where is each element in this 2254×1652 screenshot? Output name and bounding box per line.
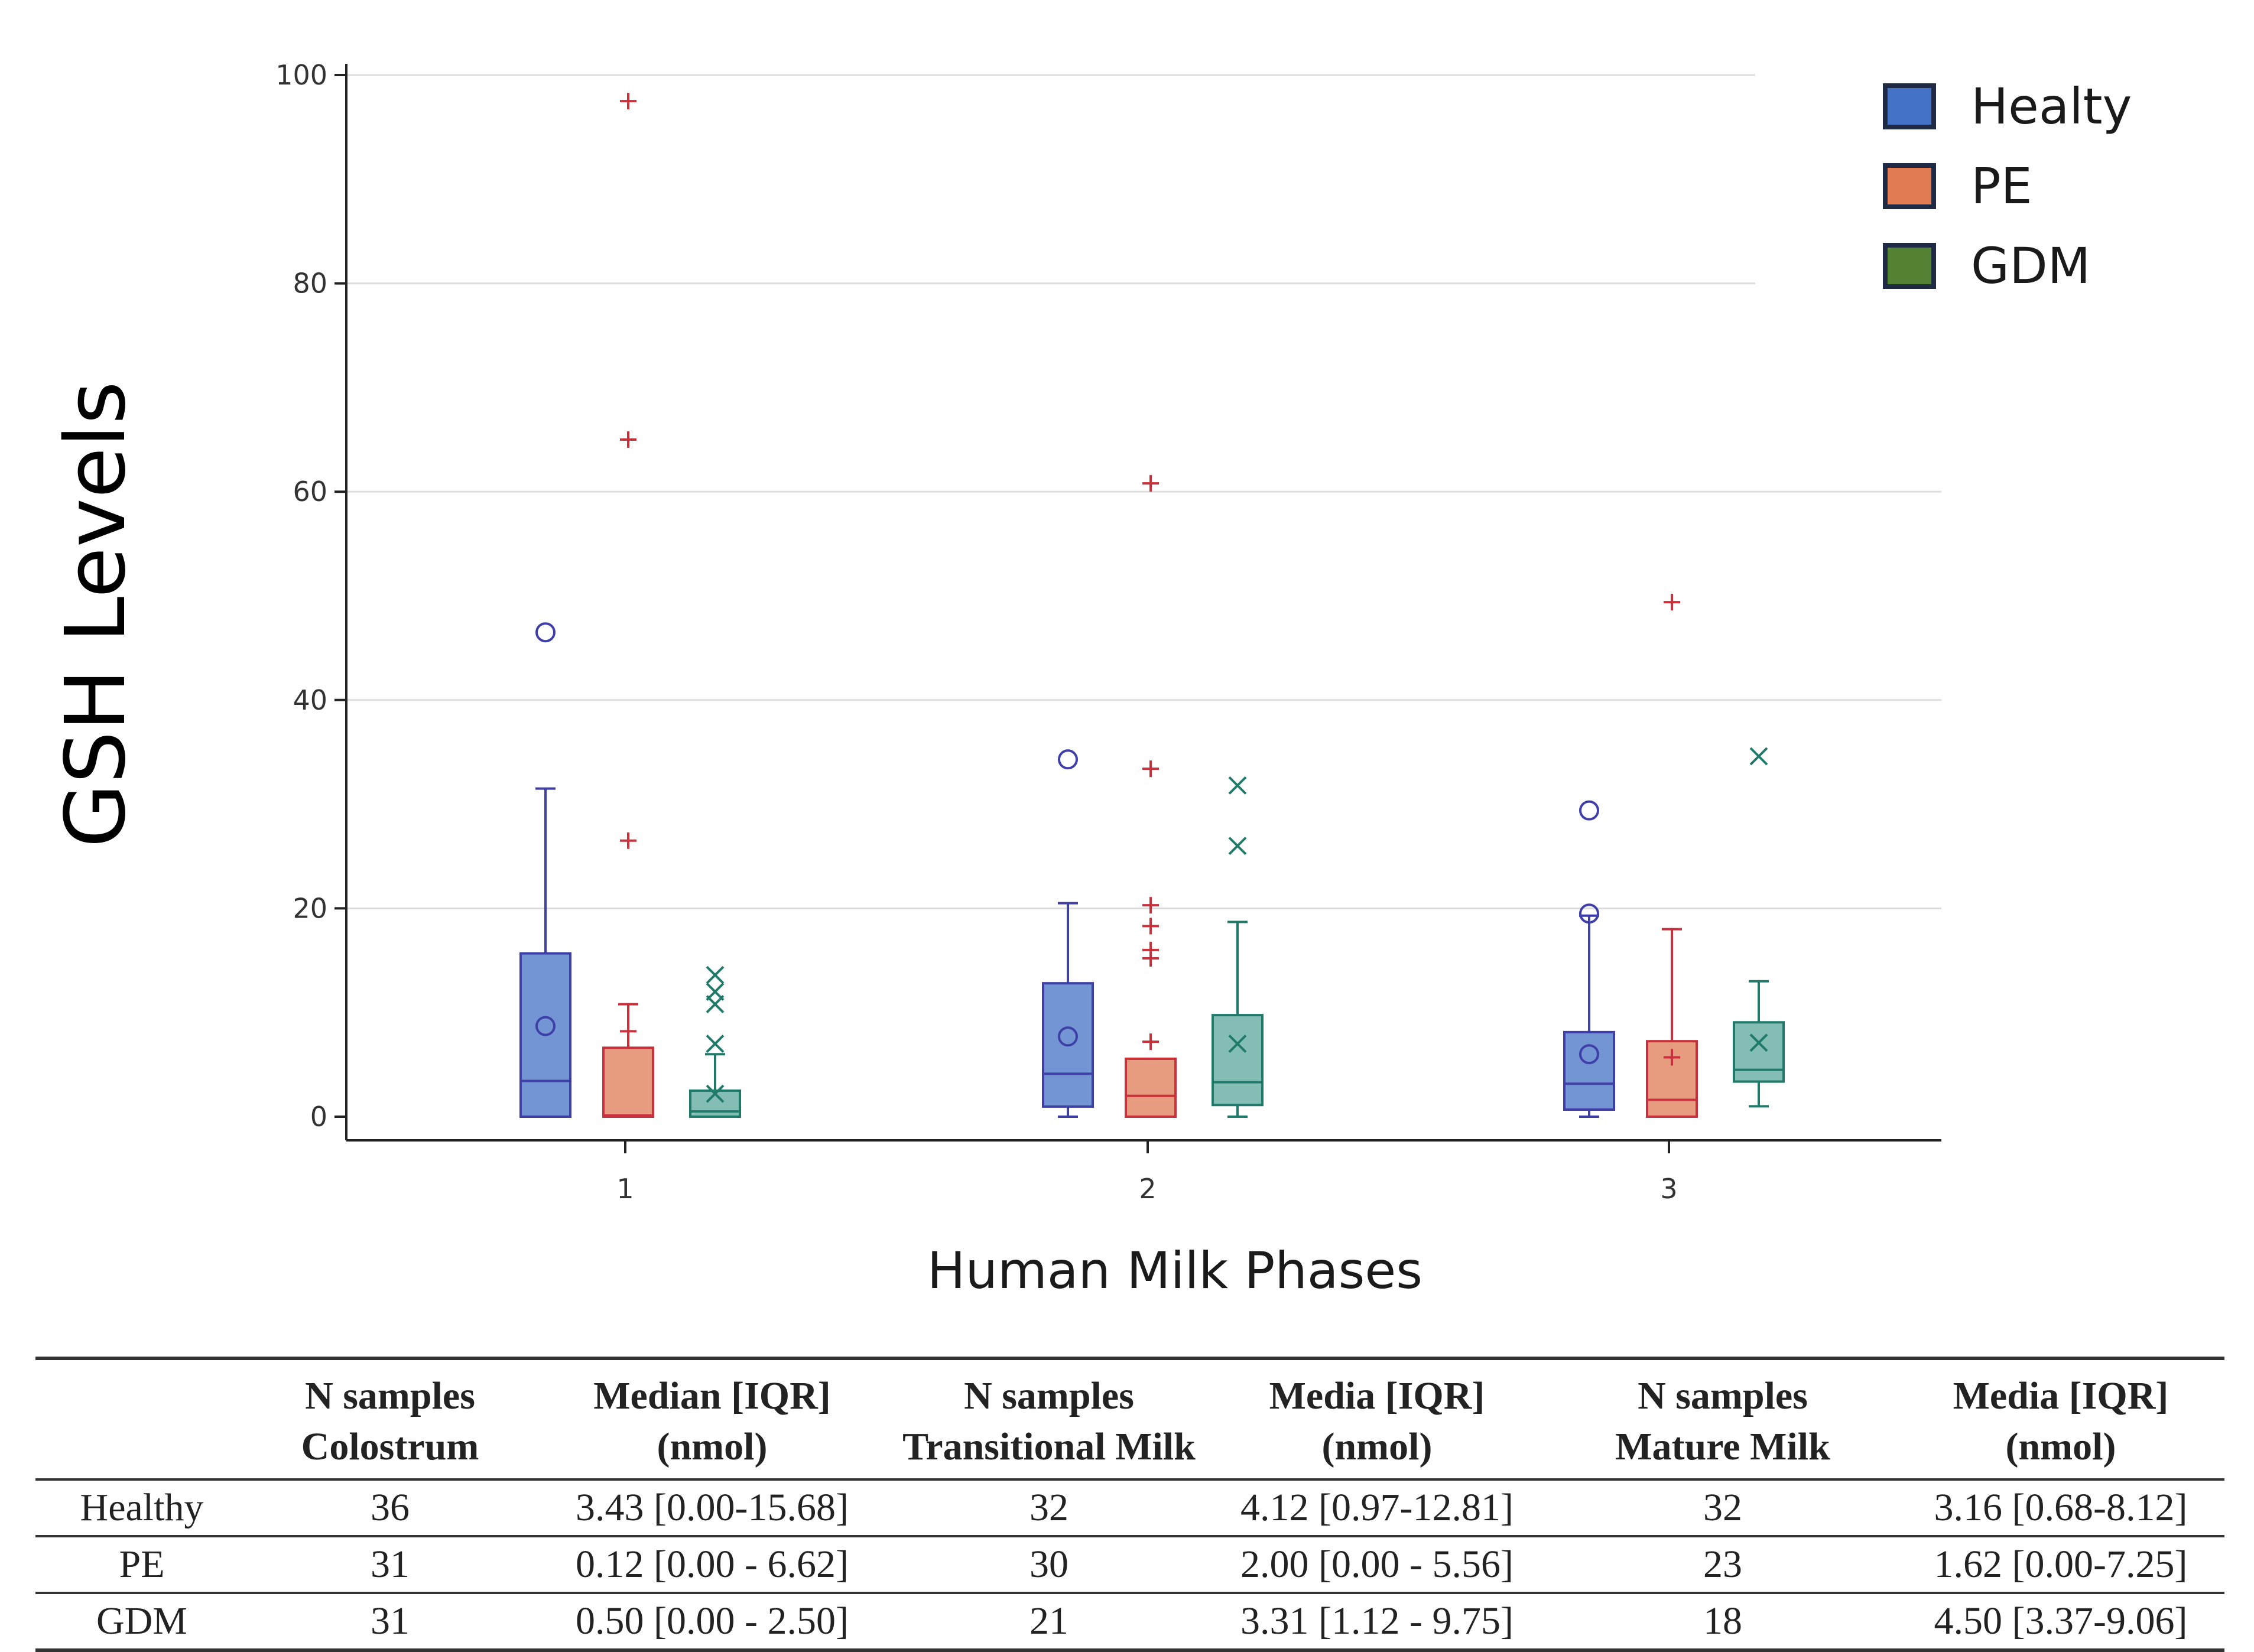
outlier-point	[706, 1035, 725, 1053]
outlier-point	[1142, 918, 1159, 935]
mean-marker	[1142, 1033, 1159, 1051]
outlier-point	[620, 832, 636, 849]
boxplot-chart: 0 20 40 60 80 100 1 2 3 GSH Levels Human Milk P…	[48, 59, 2132, 1300]
box-group	[1212, 776, 1264, 1118]
y-axis-title: GSH Levels	[48, 381, 144, 848]
box-group	[1733, 747, 1785, 1108]
legend: Healty PE GDM	[1883, 77, 2132, 295]
table-header-cell	[35, 1358, 248, 1479]
box-group	[689, 965, 741, 1118]
table-cell: 4.12 [0.97-12.81]	[1240, 1486, 1514, 1529]
legend-label: PE	[1971, 157, 2032, 215]
box-group	[1042, 749, 1094, 1118]
outlier-point	[1664, 594, 1680, 611]
legend-label: GDM	[1971, 237, 2090, 295]
table-cell: 4.50 [3.37-9.06]	[1934, 1599, 2188, 1643]
table-cell: 23	[1703, 1543, 1742, 1586]
outlier-point	[1228, 776, 1247, 795]
x-tick-label: 3	[1660, 1173, 1677, 1205]
mean-marker	[620, 1023, 636, 1040]
table-cell: GDM	[96, 1599, 187, 1643]
outlier-point	[535, 622, 556, 643]
table-cell: 3.31 [1.12 - 9.75]	[1240, 1599, 1514, 1643]
table-header-cell: N samples Transitional Milk	[902, 1374, 1196, 1468]
y-tick-label: 80	[293, 268, 327, 300]
table-row: Healthy 36 3.43 [0.00-15.68] 32 4.12 [0.…	[35, 1479, 2224, 1536]
outlier-point	[1142, 897, 1159, 914]
mean-marker	[1664, 1049, 1680, 1066]
mean-marker	[535, 1016, 556, 1036]
y-tick-label: 100	[275, 59, 327, 91]
iqr-box	[1733, 1021, 1785, 1083]
table-header-cell: Media [IQR] (nmol)	[1269, 1374, 1485, 1468]
mean-marker	[706, 1084, 725, 1103]
outlier-point	[620, 431, 636, 448]
box-group	[519, 622, 571, 1118]
iqr-box	[1125, 1057, 1177, 1118]
iqr-box	[1212, 1014, 1264, 1107]
outlier-point	[706, 983, 725, 1001]
table-cell: 31	[371, 1543, 410, 1586]
table-cell: Healthy	[80, 1486, 204, 1529]
legend-label: Healty	[1971, 77, 2132, 135]
table-cell: 21	[1029, 1599, 1068, 1643]
legend-swatch	[1883, 83, 1936, 129]
outlier-point	[1579, 800, 1599, 821]
box-group	[1125, 475, 1177, 1118]
mean-marker	[1579, 1044, 1599, 1065]
outlier-point	[1228, 837, 1247, 856]
outlier-point	[1142, 475, 1159, 492]
boxes	[519, 93, 1785, 1118]
table-row: GDM 31 0.50 [0.00 - 2.50] 21 3.31 [1.12 …	[35, 1593, 2224, 1650]
outlier-point	[1749, 747, 1768, 766]
mean-marker	[1749, 1033, 1768, 1052]
table-cell: PE	[119, 1543, 165, 1586]
iqr-box	[1563, 1030, 1615, 1111]
y-ticks: 0 20 40 60 80 100	[275, 59, 346, 1133]
outlier-point	[1579, 903, 1599, 924]
table-header-row: N samples Colostrum Median [IQR] (nmol) N …	[35, 1358, 2224, 1479]
y-tick-label: 40	[293, 684, 327, 716]
stats-table: N samples Colostrum Median [IQR] (nmol) N …	[35, 1357, 2224, 1652]
legend-swatch	[1883, 243, 1936, 289]
table-cell: 36	[371, 1486, 410, 1529]
axes	[345, 64, 1941, 1142]
table-cell: 32	[1703, 1486, 1742, 1529]
y-tick-label: 60	[293, 476, 327, 508]
gridlines	[347, 74, 1941, 909]
outlier-point	[620, 93, 636, 110]
table-header-cell: Media [IQR] (nmol)	[1953, 1374, 2169, 1468]
table-cell: 0.50 [0.00 - 2.50]	[576, 1599, 849, 1643]
outlier-point	[1058, 749, 1078, 770]
x-tick-label: 1	[616, 1173, 634, 1205]
iqr-box	[602, 1046, 654, 1118]
table-cell: 2.00 [0.00 - 5.56]	[1240, 1543, 1514, 1586]
table-header-cell: Median [IQR] (nmol)	[593, 1374, 831, 1468]
x-tick-label: 2	[1139, 1173, 1156, 1205]
table-row: PE 31 0.12 [0.00 - 6.62] 30 2.00 [0.00 -…	[35, 1536, 2224, 1593]
table-cell: 31	[371, 1599, 410, 1643]
table-cell: 3.16 [0.68-8.12]	[1934, 1486, 2188, 1529]
x-axis-title: Human Milk Phases	[927, 1241, 1422, 1300]
box-group	[602, 93, 654, 1118]
x-ticks: 1 2 3	[616, 1140, 1678, 1205]
table-header-cell: N samples Colostrum	[301, 1374, 479, 1468]
table-cell: 32	[1029, 1486, 1068, 1529]
y-tick-label: 20	[293, 892, 327, 924]
legend-swatch	[1883, 163, 1936, 209]
table-cell: 1.62 [0.00-7.25]	[1934, 1543, 2188, 1586]
table-cell: 18	[1703, 1599, 1742, 1643]
table-cell: 3.43 [0.00-15.68]	[576, 1486, 849, 1529]
outlier-point	[1142, 760, 1159, 778]
outlier-point	[1142, 941, 1159, 958]
mean-marker	[1228, 1035, 1247, 1053]
box-group	[1646, 594, 1698, 1118]
table-header-cell: N samples Mature Milk	[1615, 1374, 1830, 1468]
box-group	[1563, 800, 1615, 1118]
y-tick-label: 0	[310, 1101, 327, 1133]
table-cell: 30	[1029, 1543, 1068, 1586]
table-cell: 0.12 [0.00 - 6.62]	[576, 1543, 849, 1586]
mean-marker	[1058, 1026, 1078, 1047]
outlier-point	[706, 965, 725, 984]
